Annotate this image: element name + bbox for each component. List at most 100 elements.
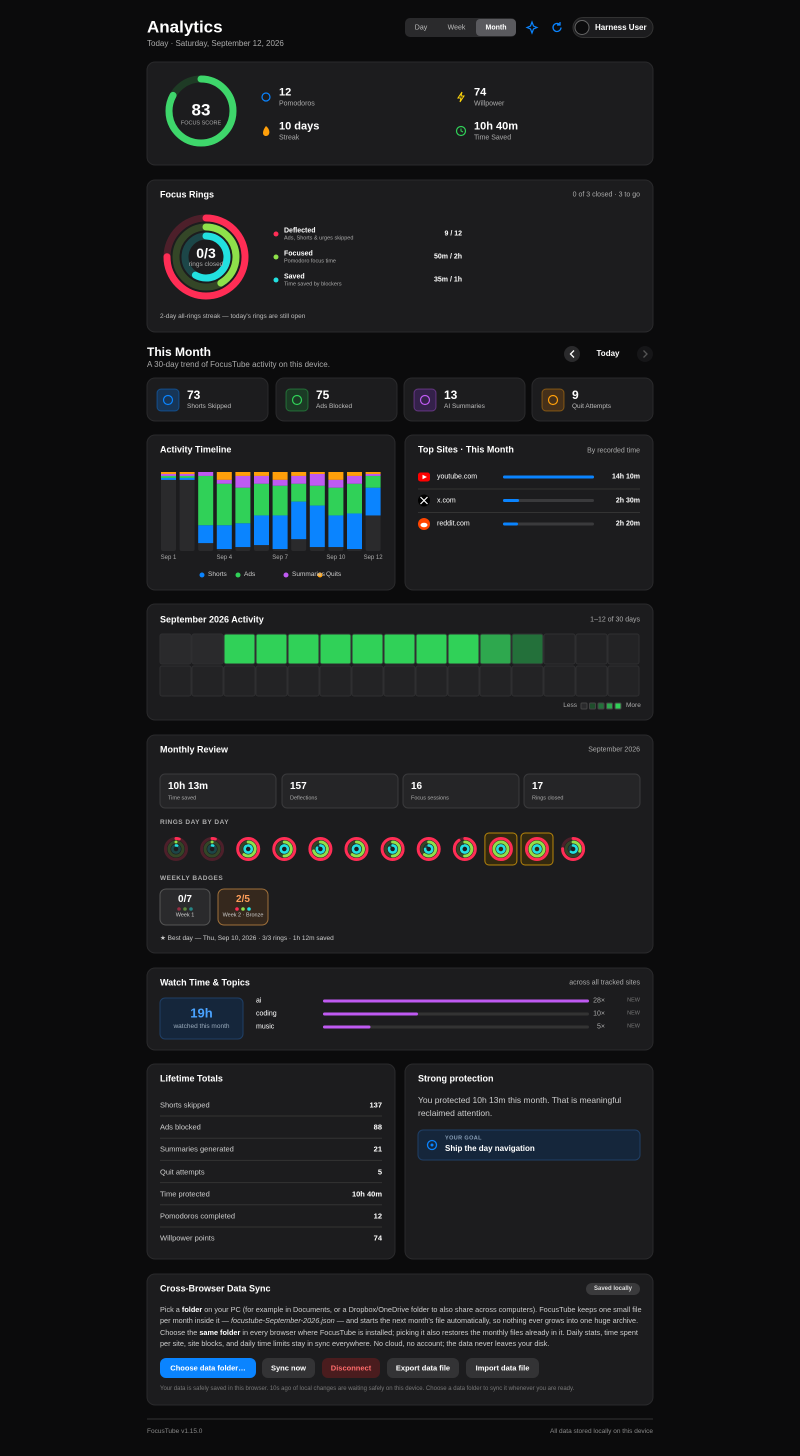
bar-segment <box>328 472 344 480</box>
day-cell <box>351 633 384 665</box>
button-label[interactable]: Choose data folder… <box>170 1363 246 1373</box>
rings-center-label: rings closed <box>188 260 224 268</box>
day-ring <box>568 844 578 854</box>
day-ring <box>384 840 402 858</box>
day-ring <box>380 837 405 861</box>
button[interactable] <box>262 1358 315 1378</box>
bar-segment <box>216 472 232 480</box>
day-ring <box>239 840 257 858</box>
total-value: 19h <box>190 1005 213 1021</box>
sync-text-part: folder <box>181 1305 203 1314</box>
range-button[interactable]: Month <box>485 24 507 31</box>
stat-icon <box>547 394 559 406</box>
page-title: Analytics <box>147 17 223 37</box>
today-button[interactable]: Today <box>596 349 620 358</box>
sync-status: Saved locally <box>593 1286 633 1292</box>
badge-value: 2/5 <box>236 894 250 905</box>
site-name: reddit.com <box>437 520 470 528</box>
legend-swatch <box>614 702 622 710</box>
button-label[interactable]: Sync now <box>270 1363 307 1373</box>
bar-segment <box>161 472 176 474</box>
badge-label: Week 1 <box>175 912 195 919</box>
bar-segment <box>365 472 381 474</box>
willpower-icon <box>457 91 465 103</box>
day-cell <box>159 665 192 697</box>
bar-segment <box>309 473 325 486</box>
day-ring <box>496 844 506 854</box>
day-ring <box>315 844 326 854</box>
score-label: FOCUS SCORE <box>180 120 222 127</box>
subheading: RINGS DAY BY DAY <box>160 818 230 826</box>
day-cell <box>479 633 512 665</box>
legend-label: Ads <box>244 570 256 578</box>
legend-swatch <box>606 702 613 710</box>
sync-text-part: — and starts the next month's file autom… <box>160 1316 639 1337</box>
day-ring <box>416 837 441 861</box>
stat-icon <box>291 394 303 406</box>
play <box>422 474 427 480</box>
bar-segment <box>198 472 214 476</box>
topic-tag: NEW <box>627 997 640 1004</box>
goal-box <box>417 1129 641 1161</box>
card-title: Focus Rings <box>160 189 215 200</box>
bar-segment <box>347 513 362 550</box>
button-label[interactable]: Import data file <box>475 1363 530 1373</box>
card-title: Monthly Review <box>160 744 229 755</box>
legend-dot <box>317 572 323 578</box>
rings-status: 0 of 3 closed · 3 to go <box>572 191 640 199</box>
sync-text-part: same folder <box>199 1327 241 1337</box>
x-tick-label: Sep 10 <box>326 555 346 561</box>
refresh-icon <box>552 22 562 33</box>
day-cell <box>575 633 608 665</box>
ring-desc: Time saved by blockers <box>284 281 342 288</box>
button[interactable] <box>387 1358 459 1378</box>
row-value: 5 <box>377 1166 382 1176</box>
day-ring <box>561 837 586 861</box>
best-day: ★ Best day — Thu, Sep 10, 2026 · 3/3 rin… <box>160 934 334 942</box>
day-cell <box>255 633 288 665</box>
ring-name: Focused <box>284 250 313 258</box>
day-ring <box>351 844 362 854</box>
month-stat-label: Quit Attempts <box>572 402 612 410</box>
site-value: 2h 30m <box>615 497 640 504</box>
review-label: Deflections <box>290 795 318 802</box>
bar-segment <box>328 515 344 548</box>
user-name[interactable]: Harness User <box>595 22 647 32</box>
review-stat <box>281 773 399 809</box>
ring-name: Saved <box>284 273 305 281</box>
review-stat <box>402 773 520 809</box>
month-stat-value: 9 <box>572 388 579 402</box>
button-label[interactable]: Disconnect <box>330 1363 372 1373</box>
badge-dot <box>241 907 245 911</box>
row-value: 137 <box>369 1100 382 1110</box>
legend-label: Summaries <box>292 570 325 578</box>
review-value: 16 <box>411 781 423 792</box>
x-logo <box>420 496 428 505</box>
day-ring <box>167 840 185 858</box>
bar-segment <box>291 472 307 476</box>
day-ring <box>344 837 369 861</box>
site-name: youtube.com <box>437 473 478 481</box>
topic-name: music <box>256 1023 275 1031</box>
x-tick-label: Sep 4 <box>216 555 233 561</box>
card-title: Cross-Browser Data Sync <box>160 1283 271 1294</box>
button[interactable] <box>466 1358 539 1378</box>
bar-segment <box>347 472 362 476</box>
button-label[interactable]: Export data file <box>395 1363 451 1373</box>
page-subtitle: Today · Saturday, September 12, 2026 <box>147 39 284 48</box>
goal-text: Ship the day navigation <box>445 1144 535 1153</box>
range-button[interactable]: Day <box>414 24 428 31</box>
button[interactable] <box>160 1358 256 1378</box>
stat-label: Streak <box>279 134 300 142</box>
x-tick-label: Sep 7 <box>272 555 288 561</box>
ring-value: 9 / 12 <box>444 230 462 238</box>
button[interactable] <box>322 1358 380 1378</box>
range-button[interactable]: Week <box>447 24 466 31</box>
review-label: Focus sessions <box>411 795 449 802</box>
day-cell <box>223 665 256 697</box>
bar-segment <box>309 472 325 474</box>
bar-segment <box>235 475 251 488</box>
goal-icon <box>426 1139 438 1151</box>
card-note: By recorded time <box>587 447 640 455</box>
day-ring <box>200 837 225 861</box>
